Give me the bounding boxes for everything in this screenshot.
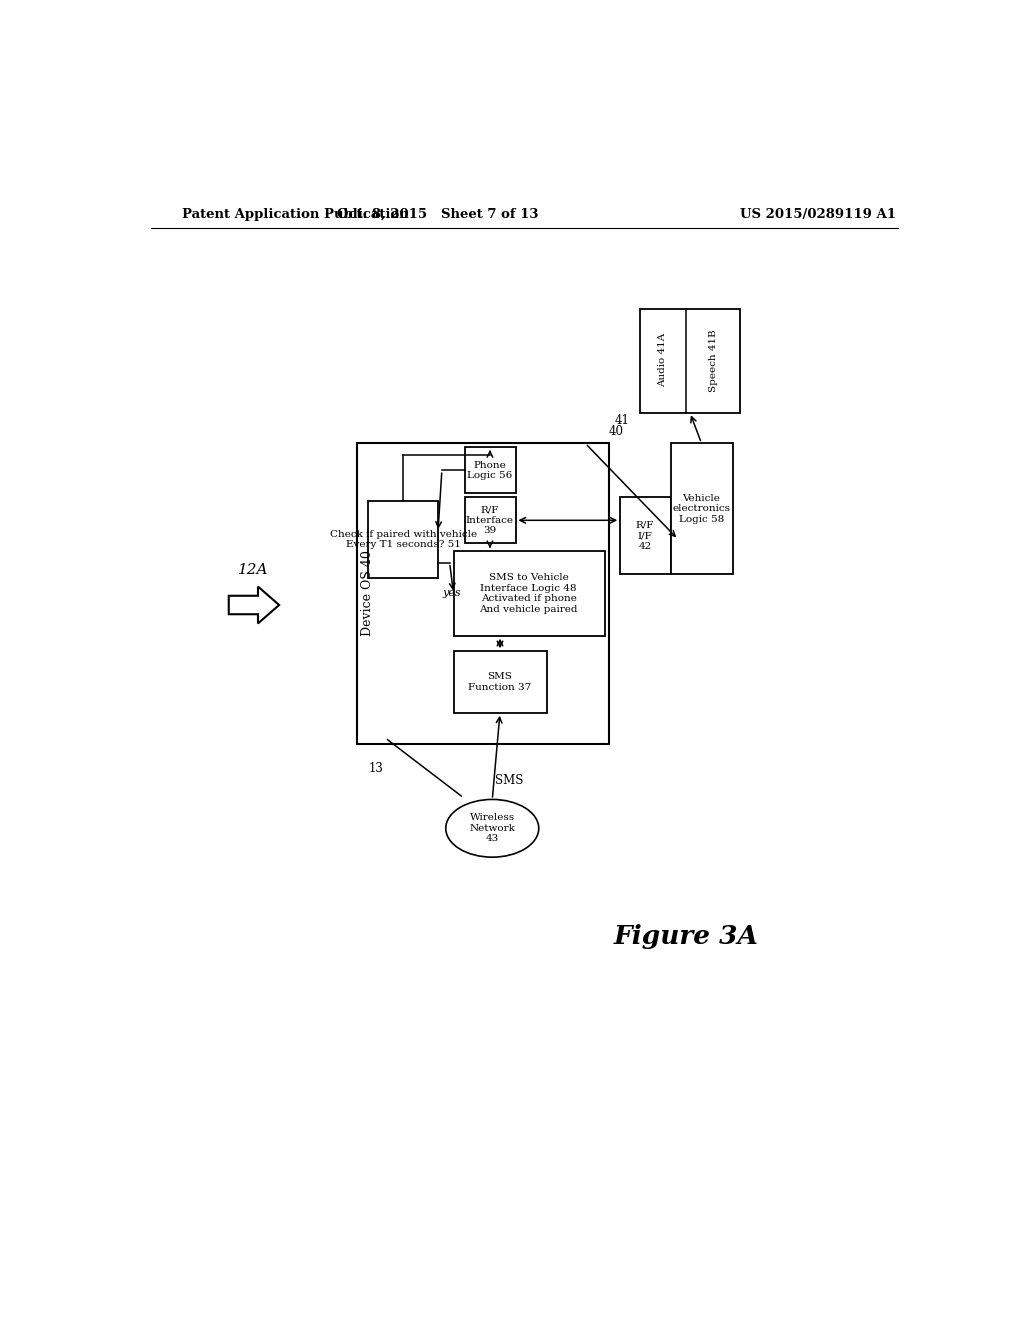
Text: Oct. 8, 2015   Sheet 7 of 13: Oct. 8, 2015 Sheet 7 of 13 (337, 209, 539, 222)
Text: R/F
I/F
42: R/F I/F 42 (636, 521, 654, 550)
Ellipse shape (445, 800, 539, 857)
Bar (640, 309, 740, 412)
Text: Wireless
Network
43: Wireless Network 43 (469, 813, 515, 843)
Bar (356, 444, 608, 743)
Text: 12A: 12A (239, 562, 268, 577)
Text: yes: yes (442, 589, 461, 598)
Text: Patent Application Publication: Patent Application Publication (182, 209, 409, 222)
Text: 13: 13 (369, 762, 383, 775)
Bar (454, 651, 547, 713)
Text: 40: 40 (608, 425, 624, 438)
Bar (369, 502, 438, 578)
Text: Speech 41B: Speech 41B (709, 329, 718, 392)
Text: SMS: SMS (496, 774, 523, 787)
Text: Phone
Logic 56: Phone Logic 56 (467, 461, 513, 480)
Text: Vehicle
electronics
Logic 58: Vehicle electronics Logic 58 (673, 494, 730, 524)
Text: R/F
Interface
39: R/F Interface 39 (466, 506, 514, 535)
Text: US 2015/0289119 A1: US 2015/0289119 A1 (740, 209, 896, 222)
Text: Check if paired with vehicle
Every T1 seconds? 51: Check if paired with vehicle Every T1 se… (330, 529, 477, 549)
Text: Device OS 40: Device OS 40 (361, 550, 374, 636)
Bar (465, 447, 515, 494)
Text: Audio 41A: Audio 41A (658, 333, 668, 387)
Text: 41: 41 (615, 413, 630, 426)
Bar (671, 444, 732, 574)
Bar (621, 498, 671, 574)
Text: SMS
Function 37: SMS Function 37 (468, 672, 531, 692)
Bar (465, 498, 515, 544)
Bar (454, 552, 604, 636)
Text: Figure 3A: Figure 3A (613, 924, 759, 949)
Text: SMS to Vehicle
Interface Logic 48
Activated if phone
And vehicle paired: SMS to Vehicle Interface Logic 48 Activa… (479, 573, 578, 614)
